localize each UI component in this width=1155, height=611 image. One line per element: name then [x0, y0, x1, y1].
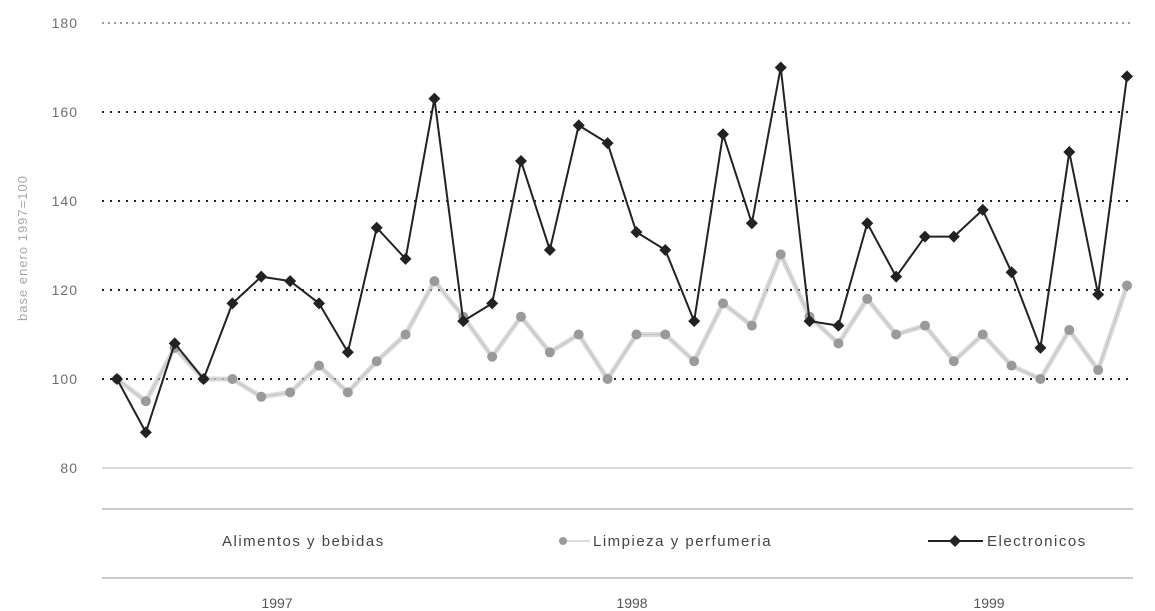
series-1: [112, 249, 1132, 407]
data-point: [861, 217, 874, 230]
data-point: [168, 337, 181, 350]
data-point: [111, 373, 123, 385]
year-label: 1998: [616, 595, 647, 611]
data-point: [227, 374, 238, 384]
data-point: [660, 329, 671, 340]
data-point: [947, 230, 960, 243]
data-point: [746, 320, 757, 331]
y-tick-label: 100: [52, 371, 78, 387]
legend: Alimentos y bebidas Limpieza y perfumeria…: [222, 533, 1087, 550]
data-point: [803, 315, 816, 328]
legend-marker-limpieza: [559, 537, 567, 545]
data-point: [486, 297, 499, 310]
year-label: 1997: [261, 595, 292, 611]
data-point: [601, 137, 614, 150]
data-point: [457, 315, 470, 328]
y-tick-label: 120: [52, 282, 78, 298]
data-point: [370, 221, 383, 234]
data-point: [342, 387, 353, 398]
data-point: [862, 293, 873, 304]
data-point: [1006, 360, 1017, 371]
data-point: [428, 92, 441, 105]
data-point: [1121, 70, 1133, 83]
data-point: [487, 351, 498, 362]
data-point: [977, 329, 988, 340]
data-point: [1035, 374, 1046, 384]
legend-label-limpieza: Limpieza y perfumeria: [593, 533, 772, 550]
data-point: [919, 230, 931, 243]
data-point: [1093, 365, 1104, 376]
data-point: [891, 329, 902, 340]
data-point: [544, 347, 555, 358]
data-point: [1063, 146, 1076, 159]
data-point: [314, 360, 324, 371]
data-point: [226, 297, 239, 310]
data-point: [1005, 266, 1018, 279]
legend-label-alimentos: Alimentos y bebidas: [222, 533, 385, 550]
data-point: [602, 374, 613, 384]
data-point: [1064, 325, 1075, 336]
y-tick-label: 140: [52, 193, 78, 209]
data-point: [832, 319, 845, 332]
data-point: [341, 346, 354, 359]
data-point: [313, 297, 325, 310]
legend-label-electronicos: Electronicos: [987, 533, 1087, 550]
data-point: [890, 270, 903, 283]
gridlines: [102, 22, 1133, 469]
y-tick-label: 80: [60, 460, 78, 476]
y-axis-label: base enero 1997=100: [15, 175, 30, 321]
data-point: [745, 217, 758, 230]
data-point: [1034, 341, 1047, 354]
year-label: 1999: [973, 595, 1004, 611]
data-point: [197, 373, 210, 385]
data-point: [573, 329, 584, 340]
y-tick-label: 160: [52, 104, 78, 120]
data-point: [659, 243, 672, 256]
y-tick-labels: 80 100 120 140 160 180: [52, 15, 78, 476]
data-point: [717, 128, 729, 141]
data-point: [371, 356, 382, 367]
data-point: [284, 275, 297, 288]
data-point: [1122, 280, 1132, 291]
y-tick-label: 180: [52, 15, 78, 31]
data-point: [1092, 288, 1105, 301]
data-point: [572, 119, 585, 132]
series-layer: [111, 61, 1133, 439]
year-labels: 1997 1998 1999: [261, 595, 1004, 611]
data-point: [775, 249, 786, 260]
data-point: [920, 320, 930, 331]
data-point: [255, 270, 268, 283]
data-point: [631, 329, 642, 340]
series-2: [111, 61, 1133, 439]
data-point: [948, 356, 959, 367]
series-line: [116, 66, 1128, 434]
data-point: [630, 226, 643, 239]
data-point: [833, 338, 844, 349]
data-point: [285, 387, 296, 398]
data-point: [516, 311, 526, 322]
data-point: [256, 391, 267, 402]
data-point: [688, 315, 701, 328]
data-point: [140, 396, 151, 407]
data-point: [543, 243, 556, 256]
data-point: [139, 426, 152, 439]
data-point: [399, 252, 412, 265]
data-point: [400, 329, 411, 340]
data-point: [515, 154, 527, 167]
data-point: [718, 298, 728, 309]
data-point: [689, 356, 700, 367]
data-point: [976, 203, 989, 216]
data-point: [429, 276, 440, 287]
data-point: [774, 61, 787, 74]
legend-marker-electronicos: [949, 535, 961, 547]
